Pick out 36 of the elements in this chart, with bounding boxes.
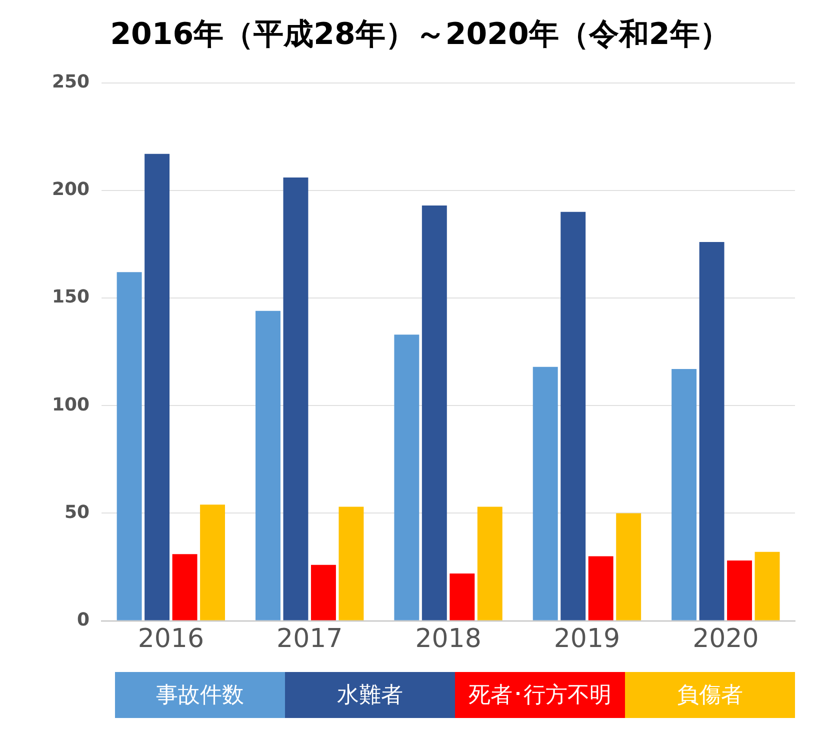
- bar: [588, 556, 614, 620]
- bar: [616, 513, 642, 620]
- bar: [200, 504, 226, 620]
- y-tick-label: 50: [64, 502, 90, 523]
- text: 事故件数: [115, 672, 285, 718]
- x-tick-label: 2019: [554, 624, 620, 654]
- x-tick-label: 2017: [276, 624, 343, 654]
- bar: [672, 369, 697, 620]
- bar: [727, 560, 752, 620]
- bar: [338, 506, 364, 620]
- y-tick-label: 250: [52, 71, 90, 92]
- bar: [450, 573, 475, 620]
- text: 負傷者: [625, 672, 795, 718]
- bar: [699, 242, 724, 620]
- bar: [754, 552, 780, 620]
- bar: [422, 205, 447, 620]
- text: 水難者: [285, 672, 455, 718]
- bar: [560, 212, 586, 620]
- bar: [477, 506, 502, 620]
- text: 死者･行方不明: [455, 672, 625, 718]
- bar: [394, 334, 420, 620]
- x-tick-label: 2018: [415, 624, 482, 654]
- chart-title: 2016年（平成28年）～2020年（令和2年）: [109, 16, 731, 54]
- bar: [144, 154, 170, 620]
- x-tick-label: 2016: [138, 624, 204, 654]
- bar: [172, 554, 198, 620]
- bar: [116, 272, 142, 620]
- bar: [310, 564, 336, 620]
- y-tick-label: 100: [52, 394, 90, 416]
- bar: [283, 177, 308, 620]
- x-tick-label: 2020: [692, 624, 759, 654]
- y-tick-label: 200: [52, 179, 90, 200]
- y-tick-label: 150: [52, 286, 90, 308]
- y-tick-label: 0: [77, 609, 90, 630]
- bar: [532, 366, 558, 620]
- bar: [256, 310, 280, 620]
